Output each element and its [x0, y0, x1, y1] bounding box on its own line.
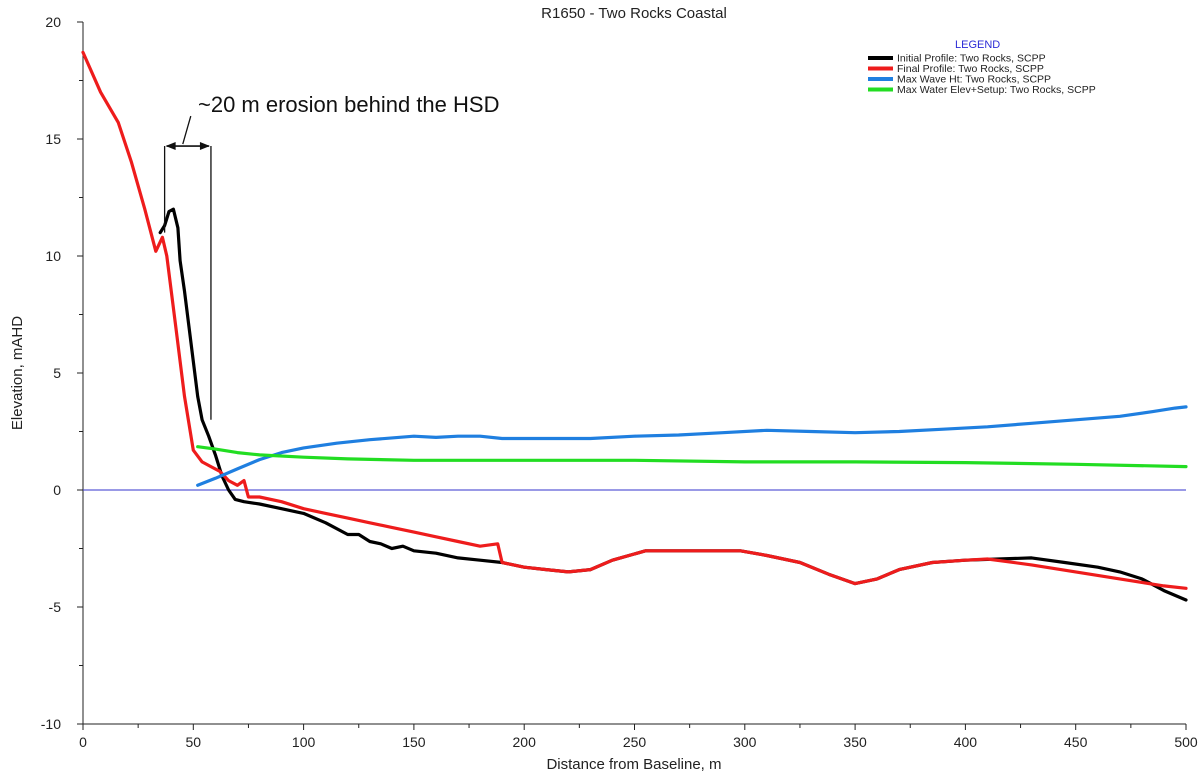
x-tick-label: 450	[1064, 734, 1088, 750]
x-tick-label: 200	[513, 734, 537, 750]
annotation-group: ~20 m erosion behind the HSD	[163, 92, 499, 420]
x-tick-label: 350	[843, 734, 867, 750]
annotation-text: ~20 m erosion behind the HSD	[198, 92, 499, 117]
series-group	[81, 50, 1188, 602]
legend-label-final-profile-two-rocks-scpp: Final Profile: Two Rocks, SCPP	[897, 63, 1044, 75]
y-tick-label: 20	[45, 14, 61, 30]
series-line-final-profile-two-rocks-scpp	[81, 50, 1188, 590]
annotation-arrowhead-left	[165, 142, 176, 151]
x-tick-label: 50	[186, 734, 202, 750]
y-tick-label: 15	[45, 131, 61, 147]
series-line-max-water-elev-setup-two-rocks-scpp	[196, 445, 1188, 469]
chart-title: R1650 - Two Rocks Coastal	[541, 5, 727, 22]
x-tick-label: 150	[402, 734, 426, 750]
x-tick-label: 250	[623, 734, 647, 750]
y-axis-title: Elevation, mAHD	[9, 316, 26, 430]
x-tick-label: 0	[79, 734, 87, 750]
legend-label-max-water-elev-setup-two-rocks-scpp: Max Water Elev+Setup: Two Rocks, SCPP	[897, 84, 1096, 96]
legend-label-max-wave-ht-two-rocks-scpp: Max Wave Ht: Two Rocks, SCPP	[897, 74, 1051, 86]
y-tick-label: -5	[49, 599, 62, 615]
x-axis-title: Distance from Baseline, m	[546, 756, 721, 773]
series-line-initial-profile-two-rocks-scpp	[158, 207, 1188, 602]
annotation-leader	[182, 115, 192, 145]
annotation-arrowhead-right	[199, 142, 210, 151]
legend-label-initial-profile-two-rocks-scpp: Initial Profile: Two Rocks, SCPP	[897, 53, 1046, 65]
axis-ticks: 0 50 100 150 200 250 300 350 400 450 500 -10 -5 0 5 10 1…	[41, 14, 1198, 750]
series-line-max-wave-ht-two-rocks-scpp	[196, 405, 1188, 487]
legend-title: LEGEND	[955, 39, 1000, 51]
x-tick-label: 500	[1174, 734, 1198, 750]
x-tick-label: 100	[292, 734, 316, 750]
legend: LEGEND Initial Profile: Two Rocks, SCPPF…	[868, 39, 1096, 96]
plot-frame	[82, 22, 1186, 725]
x-tick-label: 400	[954, 734, 978, 750]
y-tick-label: 0	[53, 482, 61, 498]
y-tick-label: 10	[45, 248, 61, 264]
y-tick-label: -10	[41, 716, 61, 732]
x-tick-label: 300	[733, 734, 757, 750]
y-tick-label: 5	[53, 365, 61, 381]
